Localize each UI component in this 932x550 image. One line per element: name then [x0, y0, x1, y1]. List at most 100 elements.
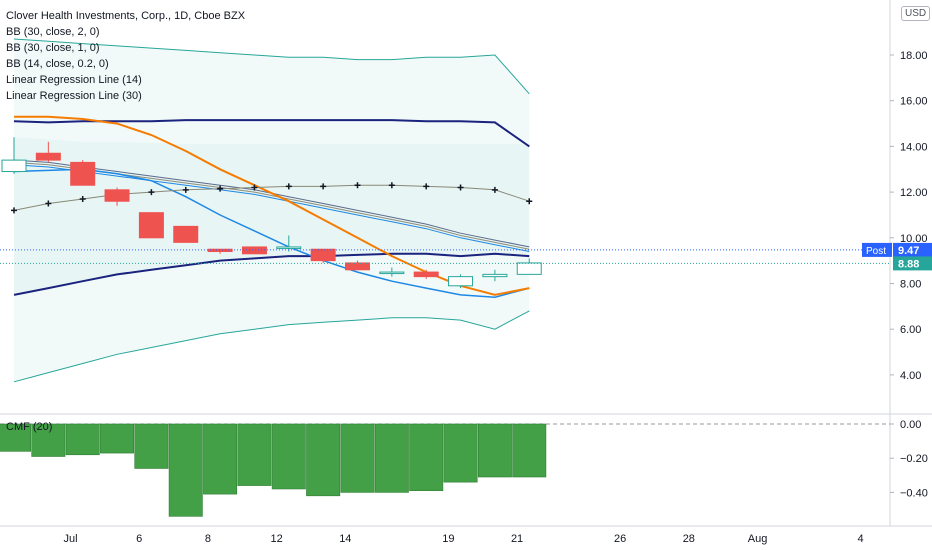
- bb30-inner-fill: [14, 137, 530, 295]
- candle-down: [241, 246, 267, 255]
- y-tick-label: 16.00: [900, 96, 928, 108]
- cross-marker: [79, 195, 86, 202]
- cmf-bar: [443, 423, 478, 483]
- y-tick-label: 8.00: [900, 279, 921, 291]
- bb30-1-lower-line: [13, 252, 530, 296]
- cmf-bar: [65, 423, 100, 456]
- candle-up: [276, 235, 302, 252]
- cross-marker: [251, 184, 258, 191]
- x-tick-label: 19: [442, 533, 454, 545]
- cross-marker: [526, 198, 533, 205]
- cmf-y-tick-label: −0.40: [900, 487, 928, 499]
- cross-series-line: [13, 184, 530, 211]
- bb14-lower-line: [13, 164, 530, 252]
- cmf-bar: [100, 423, 135, 454]
- cmf-bar: [31, 423, 66, 457]
- cmf-bar: [477, 423, 512, 478]
- candle-body: [173, 225, 199, 243]
- legend-bb-30-1: BB (30, close, 1, 0): [6, 42, 100, 54]
- cross-marker: [388, 182, 395, 189]
- x-tick-label: 4: [858, 533, 864, 545]
- lr14-line: [14, 115, 530, 296]
- y-tick-label: 18.00: [900, 50, 928, 62]
- cmf-bar: [168, 423, 203, 517]
- cross-marker: [354, 182, 361, 189]
- cross-marker: [182, 186, 189, 193]
- x-tick-label: 6: [136, 533, 142, 545]
- y-tick-label: 4.00: [900, 370, 921, 382]
- x-tick-label: 12: [271, 533, 283, 545]
- y-tick-label: 6.00: [900, 324, 921, 336]
- cmf-bar: [340, 423, 375, 493]
- candle-body: [1, 159, 27, 173]
- bb30-lower-line: [13, 310, 530, 383]
- candle-body: [241, 246, 267, 255]
- cmf-bar: [0, 423, 31, 452]
- post-price-label: 9.47: [898, 245, 919, 257]
- x-tick-label: 28: [683, 533, 695, 545]
- y-tick-label: 10.00: [900, 233, 928, 245]
- x-tick-label: 26: [614, 533, 626, 545]
- last-price-label: 8.88: [898, 258, 919, 270]
- cmf-y-tick-label: 0.00: [900, 419, 921, 431]
- bb30-outer-fill: [14, 39, 530, 382]
- candle-body: [35, 152, 61, 161]
- cross-marker: [457, 184, 464, 191]
- cmf-label: CMF (20): [6, 421, 53, 433]
- candle-body: [276, 246, 302, 249]
- candle-body: [448, 276, 474, 287]
- cmf-bar: [512, 423, 547, 478]
- cross-marker: [148, 189, 155, 196]
- x-tick-label: Jul: [63, 533, 77, 545]
- bb30-upper-line: [13, 38, 530, 95]
- candle-body: [310, 248, 336, 262]
- candle-down: [35, 141, 61, 163]
- candle-body: [104, 189, 130, 202]
- y-tick-label: 14.00: [900, 141, 928, 153]
- cmf-bar: [237, 423, 272, 486]
- post-tag-label: Post: [866, 246, 886, 257]
- cmf-bar: [374, 423, 409, 493]
- cmf-bar: [271, 423, 306, 490]
- cmf-bar: [134, 423, 169, 469]
- post-tag: [862, 242, 892, 257]
- x-tick-label: 21: [511, 533, 523, 545]
- legend: Clover Health Investments, Corp., 1D, Cb…: [6, 8, 245, 104]
- legend-bb-14: BB (14, close, 0.2, 0): [6, 58, 109, 70]
- legend-title: Clover Health Investments, Corp., 1D, Cb…: [6, 10, 246, 22]
- cross-marker: [11, 207, 17, 214]
- candle-body: [70, 161, 96, 186]
- candle-up: [516, 258, 542, 275]
- candle-up: [448, 274, 474, 289]
- candle-up: [1, 137, 27, 174]
- candle-down: [104, 187, 130, 206]
- cross-marker: [491, 186, 498, 193]
- candle-down: [310, 248, 336, 263]
- candle-down: [207, 248, 233, 254]
- candle-body: [379, 271, 405, 275]
- x-tick-label: Aug: [748, 533, 768, 545]
- legend-lr-30: Linear Regression Line (30): [6, 90, 142, 102]
- candle-body: [138, 212, 164, 239]
- candle-body: [413, 271, 439, 278]
- candle-body: [345, 262, 370, 271]
- legend-lr-14: Linear Regression Line (14): [6, 74, 142, 86]
- candle-body: [207, 248, 233, 253]
- candle-body: [482, 273, 508, 278]
- cross-marker: [217, 185, 224, 192]
- x-tick-label: 14: [339, 533, 351, 545]
- candle-down: [138, 212, 164, 239]
- candle-up: [482, 269, 508, 282]
- candle-down: [70, 160, 96, 186]
- cross-marker: [423, 183, 430, 190]
- cmf-bar: [203, 423, 238, 495]
- currency-button[interactable]: USD: [901, 6, 931, 21]
- y-tick-label: 12.00: [900, 187, 928, 199]
- legend-bb-30-2: BB (30, close, 2, 0): [6, 26, 100, 38]
- cross-marker: [45, 200, 52, 207]
- candle-body: [516, 262, 542, 275]
- cross-marker: [285, 183, 292, 190]
- x-tick-label: 8: [205, 533, 211, 545]
- cmf-bar: [306, 423, 341, 497]
